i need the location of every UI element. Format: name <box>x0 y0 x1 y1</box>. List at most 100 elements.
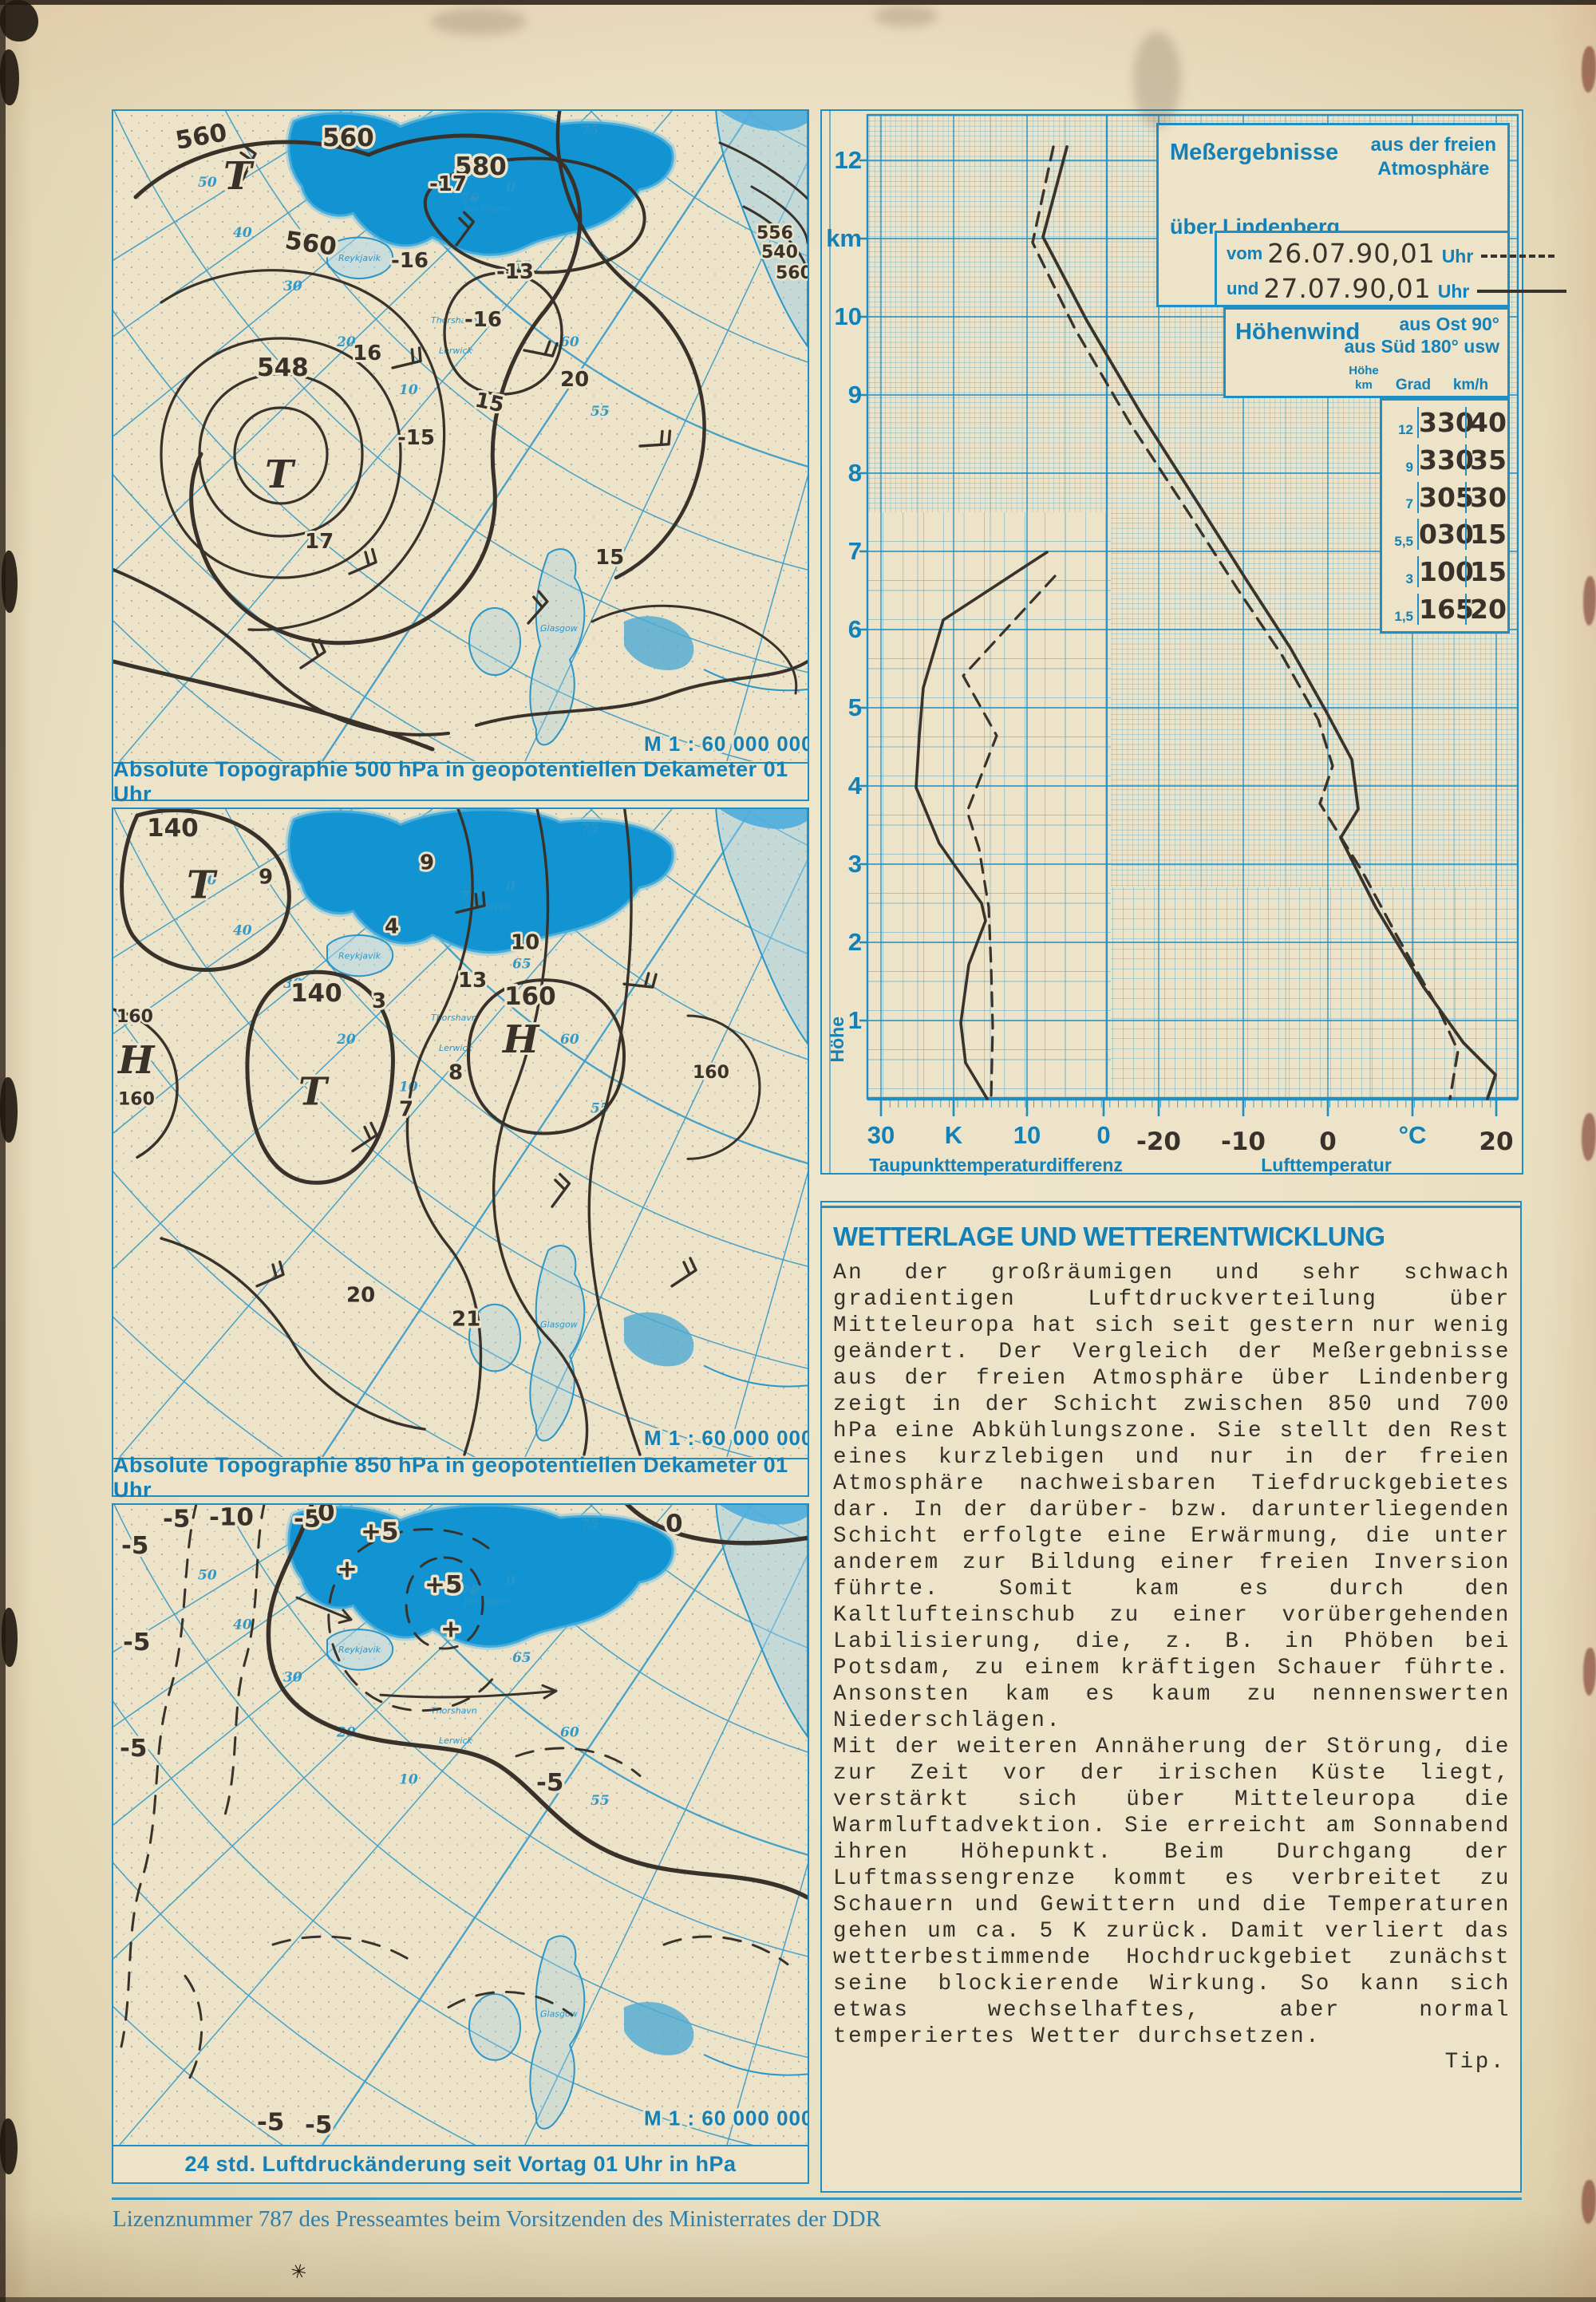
x-tick-10: 10 <box>1013 1121 1041 1149</box>
temp-label: 9 <box>420 851 434 875</box>
wind-height: 3 <box>1405 571 1413 587</box>
ink-mark: ✳ <box>287 2259 310 2285</box>
temp-label: 4 <box>385 914 399 938</box>
wind-note-line1: aus Ost 90° <box>1399 314 1499 334</box>
wind-height: 12 <box>1398 421 1413 437</box>
curve-dashed <box>1031 145 1460 1100</box>
footer-divider <box>112 2197 1522 2200</box>
contour-label: 540 <box>761 243 798 263</box>
contour-labels-850: 140 140 160 160 160 160 <box>115 811 732 1112</box>
y-tick-label: km <box>826 224 862 252</box>
wind-note: aus Ost 90° aus Süd 180° usw <box>1344 313 1499 357</box>
wind-table-row: 7 305 30 <box>1382 479 1510 516</box>
y-axis-label: Höhe <box>827 1017 847 1063</box>
y-tick-label: 8 <box>847 459 862 487</box>
scan-edge-blob <box>2 1608 18 1667</box>
map-scale-label: M 1 : 60 000 000 <box>644 1427 808 1450</box>
report-title: WETTERLAGE UND WETTERENTWICKLUNG <box>833 1222 1385 1251</box>
wind-speed: 30 <box>1465 481 1510 513</box>
contour-label: -5 <box>163 1505 190 1533</box>
y-tick-label: 4 <box>847 772 862 800</box>
scan-edge-bottom <box>0 2297 1596 2302</box>
temp-label: -13 <box>496 260 534 284</box>
y-tick-label: 2 <box>847 928 862 956</box>
contour-label: 160 <box>117 1007 153 1027</box>
temp-label: 21 <box>452 1308 480 1332</box>
wind-speed: 40 <box>1465 406 1510 438</box>
y-tick: 9 <box>825 356 862 434</box>
low-symbol: T <box>298 1070 330 1115</box>
temp-label: 3 <box>372 989 386 1013</box>
low-symbol: T <box>187 863 218 908</box>
wind-height: 7 <box>1405 496 1413 512</box>
scan-corner-blob <box>0 0 38 41</box>
y-tick-label: 1 <box>847 1006 862 1034</box>
minor-ticks <box>881 1100 1496 1108</box>
major-ticks <box>879 1099 1498 1116</box>
plus-mark: + <box>337 1555 358 1584</box>
frame-double-line <box>829 111 831 1173</box>
wind-speed: 15 <box>1465 519 1510 551</box>
wind-speed: 35 <box>1465 444 1510 476</box>
date-label: vom <box>1227 243 1263 263</box>
scan-smudge <box>431 8 527 35</box>
wind-direction: 030 <box>1417 519 1474 551</box>
contour-label: 560 <box>322 124 374 152</box>
wind-table-row: 1,5 165 20 <box>1382 590 1510 628</box>
y-tick: km <box>825 199 862 278</box>
scan-edge-blob <box>0 2118 18 2174</box>
contour-label: -5 <box>121 1531 148 1560</box>
scan-edge-mark <box>1583 1648 1596 1696</box>
wind-table-row: 3 100 15 <box>1382 553 1510 590</box>
y-tick: 8 <box>825 434 862 512</box>
y-tick: 12 <box>825 121 862 199</box>
contour-label: 160 <box>118 1090 155 1110</box>
x-tick-degc: °C <box>1398 1121 1427 1149</box>
date-unit: Uhr <box>1437 281 1470 302</box>
contour-label: -10 <box>209 1505 254 1532</box>
plus-mark: + <box>440 1615 461 1644</box>
map-850hpa: 140 140 160 160 160 160 9 9 4 13 10 3 7 … <box>113 809 808 1457</box>
sounding-curves <box>915 145 1497 1100</box>
x-tick-p20: 20 <box>1479 1127 1514 1156</box>
temp-label: -16 <box>391 249 429 273</box>
wind-title: Höhenwind <box>1235 319 1361 345</box>
contour-label: +5 <box>361 1518 399 1546</box>
wind-height: 5,5 <box>1394 534 1413 550</box>
low-symbol: T <box>223 154 255 199</box>
x-tick-z0: 0 <box>1319 1127 1337 1156</box>
contour-label: 556 <box>757 223 793 243</box>
map-scale-label: M 1 : 60 000 000 <box>644 2108 808 2130</box>
col-header-kmh: km/h <box>1452 377 1489 393</box>
contour-label: 160 <box>693 1063 729 1083</box>
legend-dates-box: vom 26.07.90,01 Uhr und 27.07.90,01 Uhr <box>1215 231 1567 307</box>
contour-label: +5 <box>425 1570 463 1599</box>
wind-table-row: 9 330 35 <box>1382 441 1510 479</box>
temp-label: 20 <box>560 368 589 392</box>
wind-speed: 20 <box>1465 594 1510 626</box>
high-symbol: H <box>117 1038 156 1083</box>
x-tick-m20: -20 <box>1136 1127 1182 1156</box>
x-tick-m10: -10 <box>1220 1127 1266 1156</box>
scan-edge-top <box>0 0 1596 5</box>
legend-title: Meßergebnisse <box>1170 140 1339 165</box>
value-labels-500: -17 -16 -13 -16 15 -15 20 16 17 15 <box>302 170 626 572</box>
scan-edge-mark <box>1582 2180 1596 2224</box>
contour-label: -5 <box>536 1768 563 1797</box>
curve-dashed <box>962 575 1057 1100</box>
contour-lines-500 <box>113 111 808 752</box>
map-pressure-change: -5 -10 -5 +5 +5 -5 -5 -5 0 0 -5 -5 -5 + … <box>113 1505 808 2145</box>
contour-label: 140 <box>290 979 342 1008</box>
temp-label: 17 <box>305 530 334 554</box>
y-tick-label: 3 <box>847 850 862 878</box>
wind-table: 12 3 30 40 9 330 35 7 305 30 5,5 <box>1380 398 1510 634</box>
scan-edge-mark <box>1582 46 1596 93</box>
x-tick-0: 0 <box>1096 1121 1111 1149</box>
contour-label: -5 <box>123 1628 150 1656</box>
y-tick: 1 <box>825 981 862 1060</box>
x-axis-label-right: Lufttemperatur <box>1261 1155 1392 1175</box>
temp-label: -16 <box>464 308 502 332</box>
report-paragraph-2: Mit der weiteren Annäherung der Störung,… <box>833 1735 1511 2049</box>
contour-label: 0 <box>666 1510 683 1538</box>
weather-report-box: WETTERLAGE UND WETTERENTWICKLUNG An der … <box>820 1201 1522 2193</box>
